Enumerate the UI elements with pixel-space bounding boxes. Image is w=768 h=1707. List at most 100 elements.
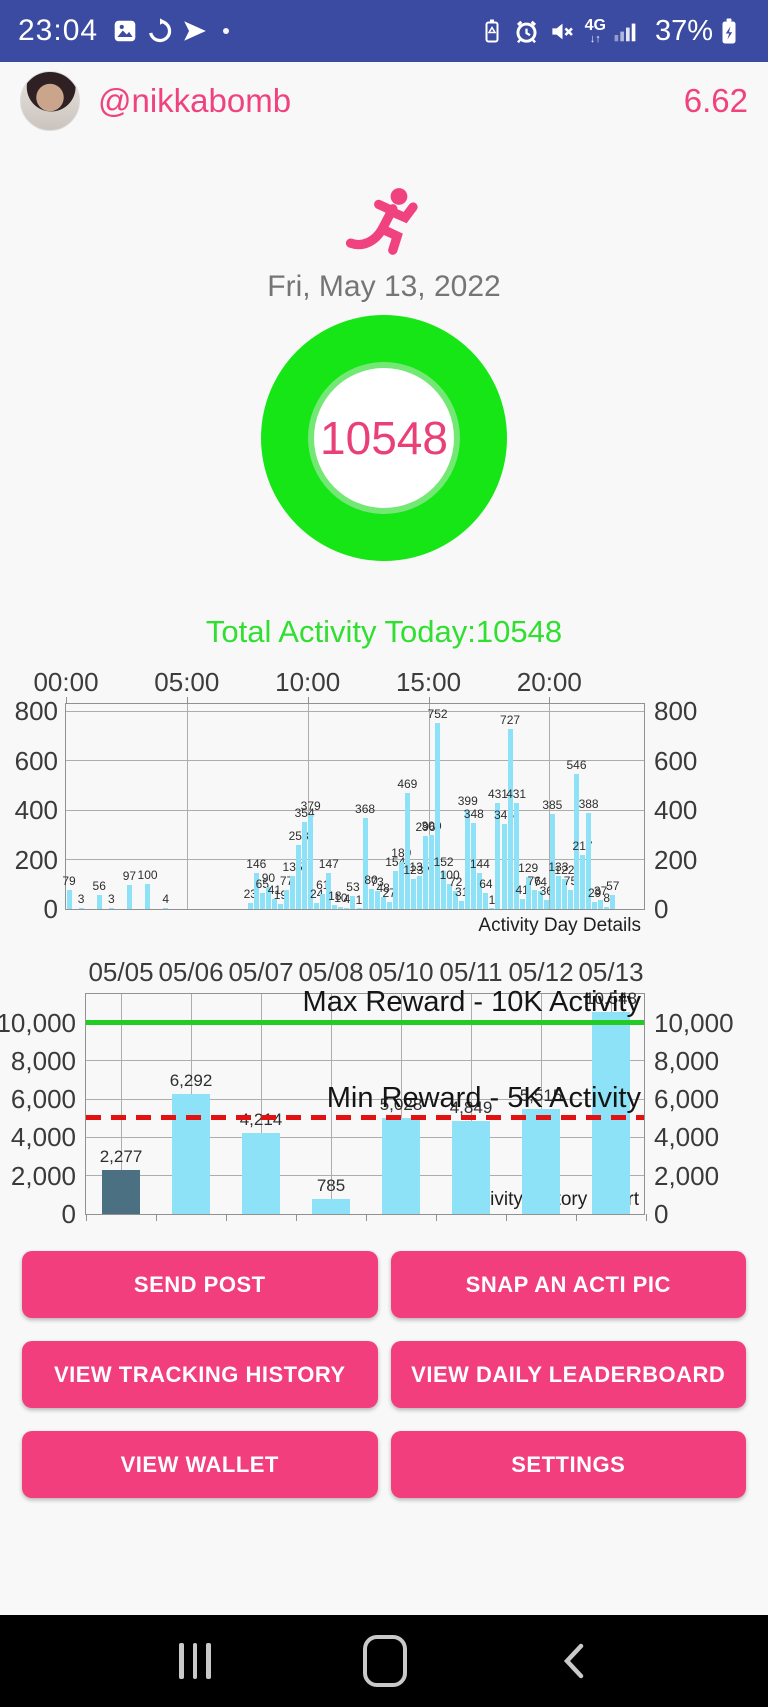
min-reward-label: Min Reward - 5K Activity	[326, 1082, 641, 1114]
token-balance: 6.62	[683, 82, 748, 119]
activity-bar-value: 100	[439, 868, 460, 883]
y-axis-tick-right: 200	[654, 844, 698, 875]
activity-bar-value: 100	[137, 868, 158, 883]
min-reward-line	[86, 1115, 644, 1121]
gridline-v	[549, 704, 551, 909]
send-post-button[interactable]: SEND POST	[22, 1251, 378, 1318]
x-axis-tick	[436, 1214, 437, 1221]
gridline-v	[186, 704, 188, 909]
activity-bar-value: 41	[515, 882, 529, 897]
history-bar-value: 5,028	[379, 1094, 423, 1114]
activity-bar-value: 146	[246, 856, 267, 871]
activity-bar-value: 23	[243, 887, 257, 902]
back-icon[interactable]	[559, 1642, 589, 1680]
history-bar	[242, 1133, 280, 1214]
activity-bar	[489, 907, 495, 909]
y-axis-tick-left: 2,000	[10, 1160, 76, 1191]
activity-bar	[501, 823, 507, 909]
activity-bar-value: 1	[488, 892, 496, 907]
activity-day-plot[interactable]: 0 0 200 200 400 400 600 600 800 800 00:00 05:00 10:0…	[15, 668, 698, 922]
activity-bar-value: 76	[527, 874, 541, 889]
activity-bar-value: 24	[310, 887, 324, 902]
activity-bar-value: 73	[370, 874, 384, 889]
activity-bar-value: 97	[122, 869, 137, 884]
activity-bar-value: 133	[548, 860, 569, 875]
activity-bar	[543, 900, 549, 909]
y-axis-tick-left: 200	[14, 844, 58, 875]
activity-bar	[368, 889, 374, 909]
activity-bar	[537, 890, 543, 909]
activity-bar	[471, 823, 477, 909]
date-label: 05/12	[508, 957, 574, 987]
activity-bar	[296, 845, 302, 909]
battery-charging-icon	[717, 16, 741, 46]
y-axis-tick-right: 6,000	[654, 1084, 720, 1115]
notification-dot	[223, 28, 230, 34]
settings-button[interactable]: SETTINGS	[390, 1431, 746, 1498]
activity-bar	[320, 893, 326, 909]
activity-bar	[422, 835, 428, 909]
y-axis-tick-right: 4,000	[654, 1122, 720, 1153]
activity-bar-value: 79	[62, 873, 76, 888]
activity-bar	[338, 906, 344, 909]
history-bar	[592, 1012, 630, 1214]
activity-bar-value: 379	[300, 799, 321, 814]
activity-bar	[259, 892, 265, 909]
date-label: 05/07	[228, 957, 294, 987]
view-wallet-button[interactable]: VIEW WALLET	[22, 1431, 378, 1498]
date-label: 05/13	[578, 957, 644, 987]
activity-bar	[513, 802, 519, 909]
activity-bar	[350, 895, 356, 909]
activity-bar	[447, 884, 453, 909]
history-bar-value: 2,277	[99, 1147, 143, 1167]
activity-bar-value: 4	[162, 892, 169, 907]
status-bar[interactable]: 23:04 4G ↓↑ 37%	[0, 0, 768, 62]
y-axis-tick-left: 8,000	[10, 1045, 76, 1076]
activity-bar	[592, 901, 598, 909]
activity-history-plot[interactable]: Activity History Chart 002,0002,0004,000…	[0, 958, 734, 1227]
recents-icon[interactable]	[179, 1643, 211, 1679]
gridline-h	[66, 760, 644, 762]
x-axis-tick	[646, 1214, 647, 1221]
x-axis-tick	[86, 1214, 87, 1221]
max-reward-label: Max Reward - 10K Activity	[302, 986, 641, 1018]
activity-bar-value: 147	[318, 856, 339, 871]
x-axis-tick-label: 00:00	[33, 667, 99, 697]
activity-bar-value: 727	[500, 713, 521, 728]
x-axis-tick	[186, 697, 188, 704]
total-activity-summary: Total Activity Today:10548	[205, 614, 563, 649]
avatar[interactable]	[20, 71, 80, 131]
activity-bar	[459, 901, 465, 909]
snap-acti-pic-button[interactable]: SNAP AN ACTI PIC	[390, 1251, 746, 1318]
activity-bar-value: 72	[448, 875, 463, 890]
history-bar-value: 785	[316, 1175, 346, 1195]
activity-bar	[392, 870, 398, 909]
y-axis-tick-right: 0	[654, 1199, 669, 1229]
activity-bar	[344, 907, 350, 909]
battery-percent: 37%	[654, 14, 713, 47]
activity-bar	[429, 834, 434, 909]
history-bar-value: 4,849	[449, 1098, 493, 1118]
activity-day-chart: 0 0 200 200 400 400 600 600 800 800 00:00 05:00 10:0…	[15, 668, 698, 937]
home-icon[interactable]	[362, 1635, 407, 1687]
y-axis-tick-left: 0	[43, 894, 58, 924]
activity-bar	[410, 878, 416, 909]
runner-icon	[345, 188, 418, 255]
view-tracking-history-button[interactable]: VIEW TRACKING HISTORY	[22, 1341, 378, 1408]
activity-donut: 10548	[261, 315, 507, 561]
activity-bar	[314, 903, 320, 909]
activity-bar	[66, 889, 72, 909]
x-axis-tick	[366, 1214, 367, 1221]
y-axis-tick-right: 400	[654, 795, 698, 826]
history-bar	[102, 1170, 140, 1214]
y-axis-tick-right: 0	[654, 894, 669, 924]
activity-bar	[567, 890, 573, 909]
history-bar	[452, 1121, 490, 1214]
view-daily-leaderboard-button[interactable]: VIEW DAILY LEADERBOARD	[390, 1341, 746, 1408]
gallery-icon	[112, 18, 138, 44]
activity-bar	[308, 815, 314, 909]
y-axis-tick-left: 0	[61, 1199, 76, 1229]
activity-bar	[574, 774, 579, 909]
activity-bar-value: 31	[455, 885, 469, 900]
